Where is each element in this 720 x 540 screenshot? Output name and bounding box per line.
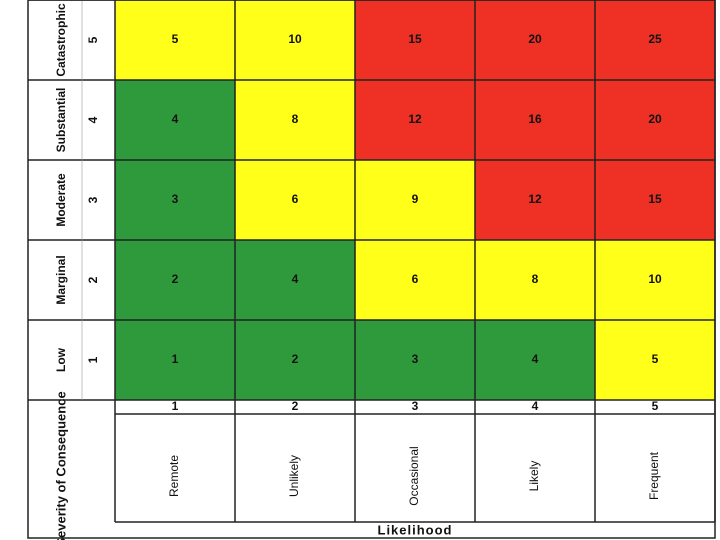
risk-cell <box>595 80 715 160</box>
risk-cell <box>595 0 715 80</box>
risk-cell <box>475 240 595 320</box>
risk-cell <box>115 240 235 320</box>
risk-cell <box>235 0 355 80</box>
risk-score: 3 <box>412 352 419 366</box>
likelihood-name: Unlikely <box>287 455 301 497</box>
risk-cell <box>115 160 235 240</box>
risk-cell <box>595 320 715 400</box>
likelihood-name: Remote <box>167 455 181 497</box>
risk-cell <box>355 0 475 80</box>
risk-score: 2 <box>292 352 299 366</box>
likelihood-name: Likely <box>527 461 541 492</box>
severity-name: Marginal <box>54 255 68 304</box>
risk-cell <box>475 80 595 160</box>
likelihood-number: 2 <box>292 399 299 413</box>
risk-cell <box>355 320 475 400</box>
risk-cell <box>355 80 475 160</box>
risk-cell <box>115 80 235 160</box>
severity-number: 1 <box>86 356 100 363</box>
risk-score: 5 <box>652 352 659 366</box>
risk-score: 12 <box>528 192 542 206</box>
risk-cell <box>355 160 475 240</box>
likelihood-number: 4 <box>532 399 539 413</box>
likelihood-number: 1 <box>172 399 179 413</box>
risk-score: 4 <box>292 272 299 286</box>
risk-cell <box>475 0 595 80</box>
risk-cell <box>355 240 475 320</box>
risk-score: 25 <box>648 32 662 46</box>
likelihood-name: Occasional <box>407 446 421 505</box>
table-frame <box>27 0 716 539</box>
risk-score: 15 <box>648 192 662 206</box>
risk-cell <box>235 160 355 240</box>
risk-score: 8 <box>532 272 539 286</box>
risk-score: 5 <box>172 32 179 46</box>
severity-name: Substantial <box>54 88 68 153</box>
severity-number: 3 <box>86 196 100 203</box>
risk-score: 3 <box>172 192 179 206</box>
risk-score: 4 <box>532 352 539 366</box>
severity-number: 4 <box>86 116 100 123</box>
likelihood-title: Likelihood <box>378 522 453 537</box>
severity-title: Severity of Consequence <box>53 391 68 540</box>
risk-score: 6 <box>412 272 419 286</box>
risk-score: 16 <box>528 112 542 126</box>
risk-cell <box>475 160 595 240</box>
risk-cell <box>595 240 715 320</box>
risk-cell <box>235 80 355 160</box>
risk-score: 9 <box>412 192 419 206</box>
risk-score: 4 <box>172 112 179 126</box>
severity-number: 5 <box>86 36 100 43</box>
severity-number: 2 <box>86 276 100 283</box>
risk-score: 20 <box>648 112 662 126</box>
risk-score: 2 <box>172 272 179 286</box>
risk-cell <box>595 160 715 240</box>
severity-name: Moderate <box>54 173 68 227</box>
risk-score: 20 <box>528 32 542 46</box>
risk-cell <box>115 0 235 80</box>
risk-score: 8 <box>292 112 299 126</box>
risk-score: 12 <box>408 112 422 126</box>
risk-score: 6 <box>292 192 299 206</box>
risk-cell <box>235 320 355 400</box>
risk-score: 1 <box>172 352 179 366</box>
severity-name: Catastrophic <box>54 3 68 77</box>
risk-score: 15 <box>408 32 422 46</box>
risk-cell <box>475 320 595 400</box>
risk-cell <box>115 320 235 400</box>
risk-score: 10 <box>648 272 662 286</box>
likelihood-number: 5 <box>652 399 659 413</box>
severity-name: Low <box>54 347 68 372</box>
likelihood-name: Frequent <box>647 451 661 500</box>
risk-score: 10 <box>288 32 302 46</box>
likelihood-number: 3 <box>412 399 419 413</box>
risk-cell <box>235 240 355 320</box>
